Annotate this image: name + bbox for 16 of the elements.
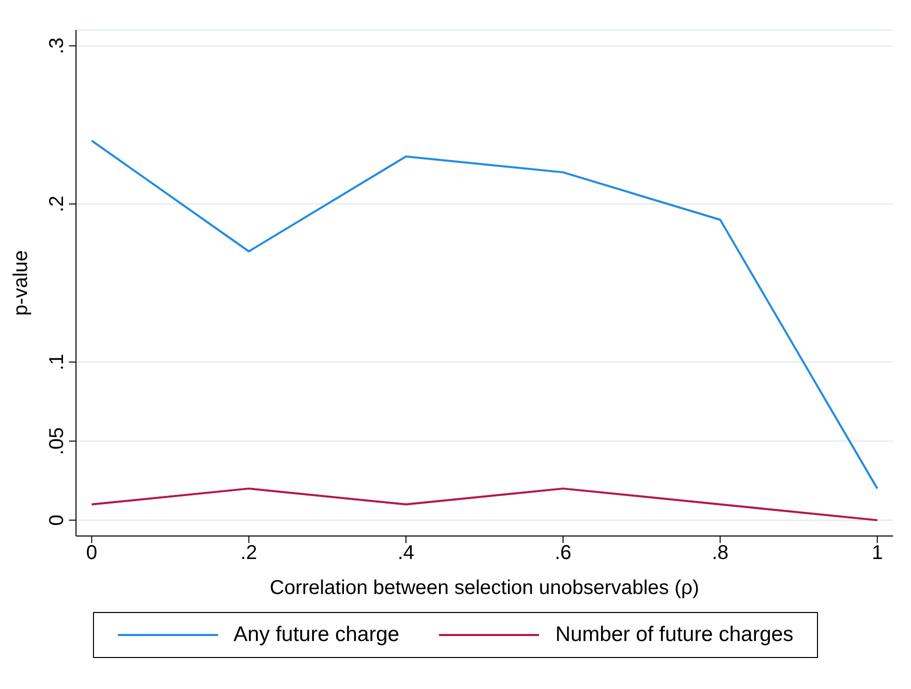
legend-label: Number of future charges [555, 623, 794, 647]
legend-label: Any future charge [234, 623, 400, 647]
y-tick-label: .3 [46, 37, 68, 54]
y-tick-label: .2 [46, 196, 68, 212]
y-tick-label: .05 [46, 427, 68, 456]
x-tick-label: .2 [240, 542, 258, 564]
x-axis-title: Correlation between selection unobservables (ρ) [270, 577, 700, 599]
x-tick-label: 0 [86, 542, 98, 564]
y-axis-title: p-value [10, 250, 32, 316]
x-tick-label: 1 [872, 542, 883, 564]
x-tick-label: .4 [398, 542, 414, 564]
line-series [90, 140, 878, 490]
y-tick-label: 0 [46, 514, 68, 526]
x-tick-label: .6 [554, 542, 572, 564]
x-tick-label: .8 [712, 542, 729, 564]
y-tick-label: .1 [46, 354, 68, 370]
